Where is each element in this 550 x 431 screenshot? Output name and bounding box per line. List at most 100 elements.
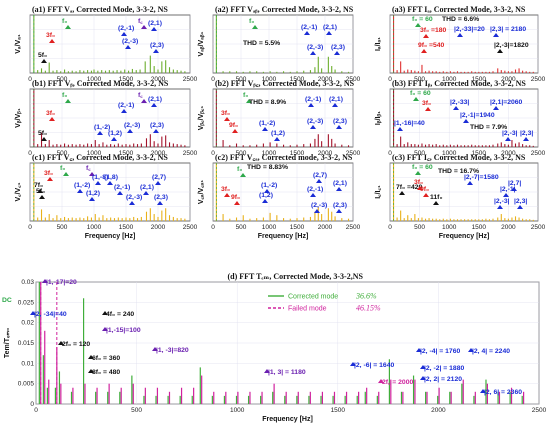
peak-marker bbox=[39, 195, 45, 199]
panel-b3: (b3) FFT Iᵦ, Corrected Mode, 3-3-2, NS0 5… bbox=[375, 79, 546, 157]
panel-a3: (a3) FFT Iₐ, Corrected Mode, 3-3-2, NS 0 5… bbox=[375, 5, 546, 83]
annotation: |2, -6| = 1640 bbox=[354, 362, 394, 369]
y-axis-label: Vᵦ/Vᵦ₁ bbox=[15, 108, 22, 128]
annotation: f₀ bbox=[237, 166, 242, 173]
legend: Corrected mode 36.6% Failed mode 46.15% bbox=[268, 292, 381, 313]
annotation: (1,2) bbox=[271, 130, 285, 137]
x-tick-label: 1000 bbox=[442, 224, 457, 231]
peak-marker bbox=[413, 97, 419, 101]
peak-marker bbox=[232, 129, 238, 133]
annotation: (2,1) bbox=[333, 180, 347, 187]
x-tick-label: 2000 bbox=[318, 150, 333, 157]
x-tick-label: 1500 bbox=[290, 224, 305, 231]
annotation: f₀ bbox=[243, 92, 248, 99]
annotation: |2,3| = 2180 bbox=[490, 26, 526, 33]
x-tick-label: 1000 bbox=[262, 224, 277, 231]
y-axis-label: V꜀/V꜀₁ bbox=[15, 182, 22, 201]
annotation: |2,-33|=20 bbox=[454, 26, 485, 33]
annotation: (1,-8) bbox=[92, 174, 108, 181]
panel-c2: (c2) FFT V꜀ₐ, Corrected mode, 3-3-2, NS0… bbox=[198, 153, 361, 240]
x-tick-label: 1500 bbox=[119, 150, 134, 157]
x-axis-label: Frequency [Hz] bbox=[439, 233, 490, 240]
peak-marker bbox=[41, 59, 47, 63]
annotation: DC bbox=[2, 297, 12, 304]
annotation: (2,3) bbox=[154, 194, 168, 201]
panel-c1: (c1) FFT V꜀, Corrected Mode, 3-3-2, NS0 5… bbox=[15, 153, 198, 240]
annotation: (2,-3) bbox=[307, 44, 323, 51]
annotation: |2,-1|=1940 bbox=[460, 112, 495, 119]
annotation: |2, -4| = 1760 bbox=[420, 348, 460, 355]
annotation: 5f₀ bbox=[38, 52, 47, 59]
peak-marker bbox=[246, 99, 252, 103]
legend-value: 46.15% bbox=[356, 304, 381, 313]
y-tick-label: 0.03 bbox=[21, 279, 34, 286]
annotation: (2,3) bbox=[333, 202, 347, 209]
peak-marker bbox=[88, 369, 94, 373]
y-axis-label: I꜀/I꜀₁ bbox=[375, 185, 382, 199]
peak-marker bbox=[336, 187, 342, 191]
peak-marker bbox=[480, 389, 486, 393]
peak-marker bbox=[421, 49, 427, 53]
annotation: 9f₀ bbox=[231, 194, 240, 201]
peak-marker bbox=[523, 137, 529, 141]
annotation: 3f₀ bbox=[221, 186, 230, 193]
x-tick-label: 500 bbox=[57, 224, 68, 231]
annotation: |2,-7|=1580 bbox=[464, 174, 499, 181]
x-tick-label: 2500 bbox=[531, 224, 546, 231]
peak-marker bbox=[102, 327, 108, 331]
annotation: 3f₀ =180 bbox=[420, 27, 447, 34]
peak-marker bbox=[37, 189, 43, 193]
x-tick-label: 1500 bbox=[472, 224, 487, 231]
panel-title: (a2) FFT Vₐᵦ, Corrected Mode, 3-3-2, NS bbox=[215, 5, 354, 14]
panel-b2: (b2) FFT Vᵦ꜀, Corrected Mode, 3-3-2, NS0… bbox=[198, 79, 361, 157]
peak-marker bbox=[240, 173, 246, 177]
annotation: (1,-2) bbox=[259, 120, 275, 127]
annotation: (2,7) bbox=[313, 172, 327, 179]
x-tick-label: 2000 bbox=[501, 224, 516, 231]
annotation: 3f₀ bbox=[44, 170, 53, 177]
peak-marker bbox=[224, 117, 230, 121]
annotation: 3f₀ bbox=[46, 110, 55, 117]
annotation: 11f₀ bbox=[430, 194, 443, 201]
peak-marker bbox=[127, 129, 133, 133]
x-tick-label: 1500 bbox=[119, 76, 134, 83]
peak-marker bbox=[88, 355, 94, 359]
x-axis-label: Frequency [Hz] bbox=[85, 233, 136, 240]
peak-marker bbox=[151, 103, 157, 107]
annotation: (2,-3) bbox=[124, 122, 140, 129]
peak-marker bbox=[336, 209, 342, 213]
peak-marker bbox=[152, 347, 158, 351]
x-tick-label: 1000 bbox=[87, 224, 102, 231]
peak-marker bbox=[49, 39, 55, 43]
peak-marker bbox=[42, 279, 48, 283]
panel-title: (b2) FFT Vᵦ꜀, Corrected Mode, 3-3-2, NS bbox=[215, 79, 355, 88]
annotation: |2, 4| = 2240 bbox=[472, 348, 510, 355]
peak-marker bbox=[107, 181, 113, 185]
annotation: (2,3) bbox=[150, 42, 164, 49]
annotation: THD = 8.9% bbox=[249, 99, 286, 106]
peak-marker bbox=[102, 311, 108, 315]
peak-marker bbox=[334, 51, 340, 55]
x-tick-label: 500 bbox=[131, 407, 142, 414]
peak-marker bbox=[463, 119, 469, 123]
x-tick-label: 1500 bbox=[290, 150, 305, 157]
annotation: f₀ bbox=[62, 18, 67, 25]
x-tick-label: 500 bbox=[414, 150, 425, 157]
annotation: |2,3| bbox=[514, 198, 527, 205]
annotation: f₀ = 60 bbox=[410, 90, 431, 97]
annotation: 2f₀ = 120 bbox=[62, 341, 90, 348]
annotation: f₀ bbox=[249, 18, 254, 25]
x-tick-label: 0 bbox=[388, 76, 392, 83]
y-axis-label: V꜀ₐ/V꜀ₐ₁ bbox=[198, 180, 205, 204]
annotation: (2,-1) bbox=[301, 24, 317, 31]
annotation: 3f₀ bbox=[221, 110, 230, 117]
annotation: (2,1) bbox=[329, 96, 343, 103]
x-tick-label: 500 bbox=[414, 76, 425, 83]
annotation: 3f₀ bbox=[46, 32, 55, 39]
y-tick-label: 0.025 bbox=[18, 299, 35, 306]
peak-marker bbox=[41, 137, 47, 141]
annotation: (2,3) bbox=[333, 118, 347, 125]
x-tick-label: 1500 bbox=[290, 76, 305, 83]
x-tick-label: 2500 bbox=[346, 224, 361, 231]
x-tick-label: 500 bbox=[414, 224, 425, 231]
